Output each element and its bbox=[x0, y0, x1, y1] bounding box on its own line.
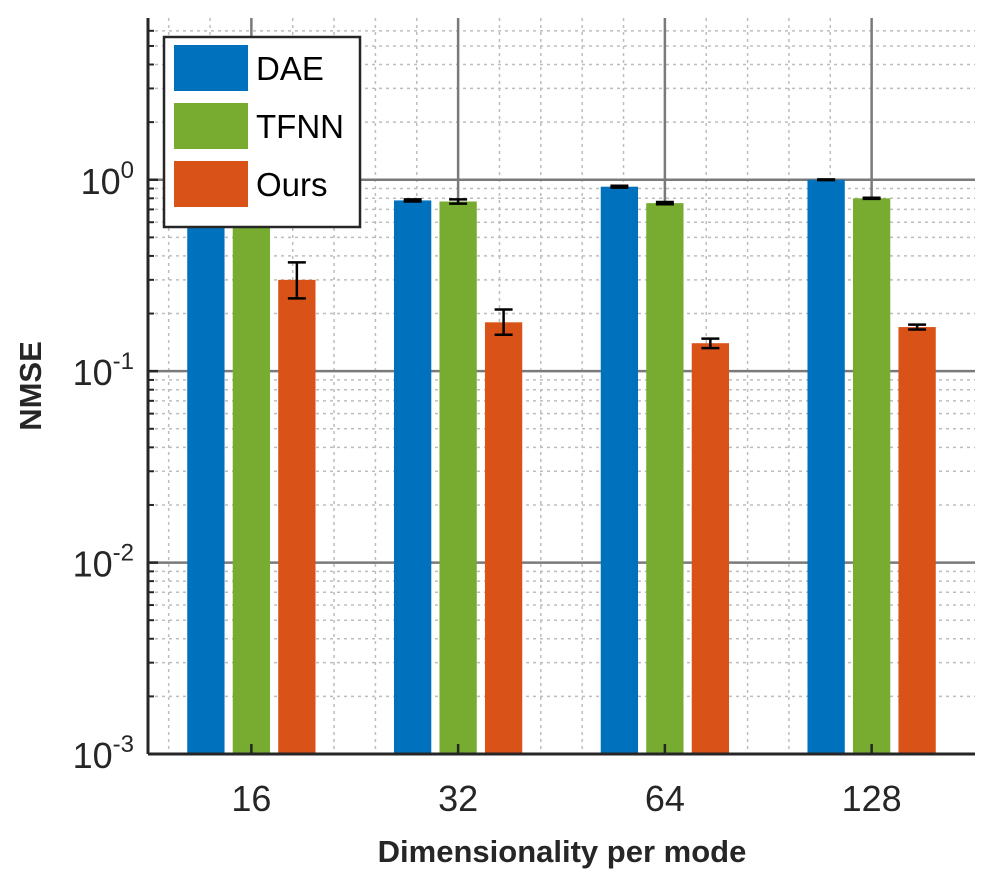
bar-dae-16 bbox=[187, 208, 225, 754]
legend-label-ours: Ours bbox=[256, 166, 328, 203]
bar-dae-64 bbox=[600, 186, 639, 754]
x-tick-label: 16 bbox=[231, 778, 271, 819]
x-tick-label: 128 bbox=[842, 778, 902, 819]
bar-ours-64 bbox=[691, 343, 730, 754]
legend-swatch-dae bbox=[174, 45, 248, 91]
x-tick-label: 32 bbox=[438, 778, 478, 819]
tick-labels: 10-3 10-2 10-1 100 16 32 64 128 bbox=[73, 157, 902, 819]
bar-ours-16 bbox=[278, 279, 316, 754]
x-axis-label: Dimensionality per mode bbox=[378, 834, 747, 869]
y-tick-label: 10-1 bbox=[73, 348, 134, 393]
bar-tfnn-16 bbox=[232, 207, 271, 755]
axes bbox=[146, 18, 975, 756]
bar-dae-128 bbox=[807, 179, 845, 755]
y-tick-label: 10-3 bbox=[73, 731, 134, 776]
bar-tfnn-64 bbox=[646, 203, 684, 754]
legend-swatch-ours bbox=[174, 161, 248, 207]
bars bbox=[187, 178, 936, 755]
legend-swatch-tfnn bbox=[174, 103, 248, 149]
y-tick-label: 100 bbox=[81, 157, 134, 202]
x-tick-label: 64 bbox=[645, 778, 685, 819]
bar-ours-128 bbox=[898, 327, 936, 754]
y-tick-label: 10-2 bbox=[73, 540, 134, 585]
y-axis-label: NMSE bbox=[13, 341, 48, 431]
legend: DAE TFNN Ours bbox=[162, 35, 362, 229]
legend-label-tfnn: TFNN bbox=[256, 108, 344, 145]
bar-tfnn-32 bbox=[439, 201, 477, 754]
bar-dae-32 bbox=[393, 200, 432, 754]
bar-ours-32 bbox=[484, 322, 523, 754]
bar-tfnn-128 bbox=[852, 198, 891, 755]
legend-label-dae: DAE bbox=[256, 50, 324, 87]
